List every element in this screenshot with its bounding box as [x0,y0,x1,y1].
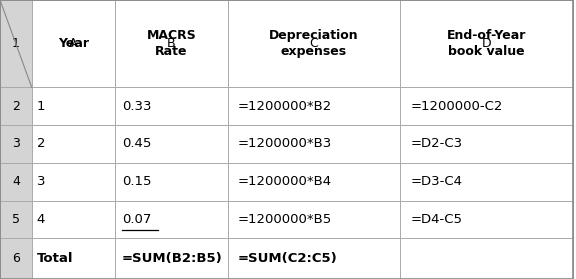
Text: 0.33: 0.33 [122,100,151,113]
Text: 2: 2 [12,100,20,113]
Bar [400,125,573,163]
Text: C: C [309,37,319,50]
Text: B: B [167,37,176,50]
Bar [115,238,228,279]
Bar [228,0,400,87]
Text: =D4-C5: =D4-C5 [411,213,463,226]
Text: =1200000-C2: =1200000-C2 [411,100,503,113]
Text: 1: 1 [12,37,20,50]
Bar [228,238,400,279]
Bar [0,201,32,238]
Bar [32,163,115,201]
Text: Depreciation
expenses: Depreciation expenses [269,29,359,58]
Bar [32,87,115,125]
Text: Total: Total [37,252,73,265]
Bar [0,0,32,87]
Text: 3: 3 [37,175,45,188]
Text: =D2-C3: =D2-C3 [411,137,463,150]
Bar [228,87,400,125]
Bar [32,0,115,87]
Text: 0.15: 0.15 [122,175,151,188]
Bar [115,0,228,87]
Text: 0.45: 0.45 [122,137,151,150]
Text: MACRS
Rate: MACRS Rate [146,29,196,58]
Bar [32,0,115,87]
Text: 6: 6 [12,252,20,265]
Bar [115,201,228,238]
Bar [400,0,573,87]
Text: 0.07: 0.07 [122,213,151,226]
Bar [400,238,573,279]
Text: =D3-C4: =D3-C4 [411,175,463,188]
Bar [0,0,32,87]
Text: Year: Year [58,37,89,50]
Text: 4: 4 [12,175,20,188]
Bar [0,238,32,279]
Bar [400,163,573,201]
Bar [115,163,228,201]
Text: D: D [482,37,491,50]
Bar [115,0,228,87]
Bar [400,87,573,125]
Bar [0,87,32,125]
Text: =1200000*B5: =1200000*B5 [238,213,332,226]
Text: =1200000*B3: =1200000*B3 [238,137,332,150]
Bar [115,87,228,125]
Text: =1200000*B4: =1200000*B4 [238,175,332,188]
Text: 3: 3 [12,137,20,150]
Text: =SUM(C2:C5): =SUM(C2:C5) [238,252,338,265]
Text: 5: 5 [12,213,20,226]
Bar [32,201,115,238]
Bar [400,0,573,87]
Bar [0,163,32,201]
Bar [115,125,228,163]
Text: 1: 1 [37,100,45,113]
Text: End-of-Year
book value: End-of-Year book value [447,29,526,58]
Bar [228,125,400,163]
Bar [400,201,573,238]
Text: 2: 2 [37,137,45,150]
Text: =1200000*B2: =1200000*B2 [238,100,332,113]
Bar [228,163,400,201]
Bar [228,0,400,87]
Bar [32,125,115,163]
Text: A: A [69,37,78,50]
Bar [32,238,115,279]
Bar [0,125,32,163]
Text: 4: 4 [37,213,45,226]
Bar [228,201,400,238]
Text: =SUM(B2:B5): =SUM(B2:B5) [122,252,223,265]
